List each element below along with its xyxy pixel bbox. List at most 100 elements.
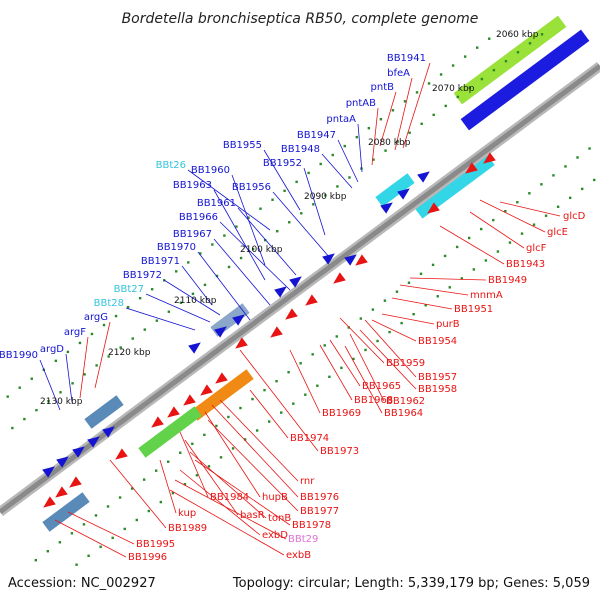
tick-dot	[496, 250, 500, 253]
tick-dot	[396, 140, 399, 143]
leader-line	[194, 459, 291, 526]
tick-dot	[304, 393, 307, 396]
forward-gene-arrow	[417, 171, 430, 183]
gene-label: exbB	[286, 550, 311, 561]
reverse-gene-arrow	[333, 272, 346, 284]
gene-label: BB1958	[418, 384, 457, 395]
gene-label: BB1948	[281, 144, 320, 155]
tick-dot	[235, 225, 238, 228]
tick-dot	[219, 456, 223, 459]
leader-line	[337, 139, 359, 183]
forward-gene-arrow	[42, 466, 55, 478]
leader-line	[207, 419, 299, 512]
tick-dot	[564, 165, 567, 168]
accession-text: Accession: NC_002927	[8, 576, 156, 591]
tick-dot	[203, 433, 206, 437]
gene-label: BB1967	[173, 229, 212, 240]
kbp-label: 2090 kbp	[304, 192, 347, 202]
gene-label: BB1960	[191, 165, 230, 176]
misc-band	[42, 492, 90, 532]
leader-line	[65, 353, 73, 403]
gene-label: BB1996	[128, 552, 167, 563]
green-band	[138, 406, 202, 458]
tick-dot	[23, 417, 26, 421]
leader-line	[163, 279, 221, 316]
tick-dot	[508, 241, 512, 244]
leader-line	[219, 221, 291, 291]
kbp-label: 2120 kbp	[108, 348, 151, 358]
tick-dot	[319, 162, 322, 166]
leader-line	[409, 277, 487, 281]
tick-dot	[179, 301, 183, 304]
map-title: Bordetella bronchiseptica RB50, complete…	[122, 11, 479, 27]
leader-line	[213, 238, 271, 306]
forward-gene-arrow	[344, 254, 357, 266]
reverse-gene-arrow	[427, 202, 440, 214]
tick-dot	[540, 183, 543, 186]
tick-dot	[167, 460, 170, 463]
leader-line	[181, 265, 213, 306]
gene-label: bfeA	[387, 68, 410, 79]
tick-dot	[30, 377, 33, 380]
gene-label: BB1963	[173, 180, 212, 191]
tick-dot	[199, 252, 202, 255]
leader-line	[197, 251, 251, 321]
tick-dot	[126, 305, 130, 309]
tick-dot	[179, 451, 182, 454]
forward-gene-arrow	[72, 446, 85, 458]
reverse-gene-arrow	[285, 308, 298, 320]
forward-gene-arrow	[188, 342, 201, 354]
tick-dot	[106, 505, 110, 508]
tick-dot	[388, 330, 391, 334]
leader-line	[174, 479, 287, 540]
tick-dot	[348, 176, 351, 179]
tick-dot	[307, 171, 310, 175]
tick-dot	[259, 207, 262, 210]
tick-dot	[408, 131, 411, 134]
tick-dot	[11, 426, 14, 430]
tick-dot	[119, 346, 122, 349]
leader-line	[237, 207, 297, 276]
leader-line	[303, 167, 326, 236]
tick-dot	[203, 283, 207, 287]
tick-dot	[316, 384, 319, 387]
reverse-gene-arrow	[235, 337, 248, 349]
trna-band	[375, 173, 415, 207]
tick-dot	[576, 156, 579, 159]
kbp-label: 2060 kbp	[496, 30, 539, 40]
tick-dot	[540, 33, 544, 36]
reverse-gene-arrow	[270, 326, 283, 338]
leader-line	[263, 149, 301, 211]
tick-dot	[211, 243, 214, 246]
forward-gene-arrow	[289, 276, 302, 288]
gene-label: glcF	[526, 243, 547, 254]
tick-dot	[367, 126, 371, 130]
tick-dot	[544, 214, 548, 217]
tick-dot	[528, 42, 532, 45]
forward-gene-arrow	[274, 286, 287, 298]
gene-label: BB1954	[418, 336, 457, 347]
tick-dot	[412, 312, 415, 316]
leader-line	[145, 293, 211, 323]
gene-label: pntAB	[346, 98, 376, 109]
tick-dot	[267, 420, 271, 423]
gene-label: BB1995	[136, 539, 175, 550]
reverse-gene-arrow	[69, 476, 82, 488]
tick-dot	[403, 100, 407, 103]
tick-dot	[251, 247, 255, 251]
forward-gene-arrow	[87, 436, 100, 448]
tick-dot	[154, 469, 158, 472]
tick-dot	[66, 350, 70, 354]
gene-label: BB1977	[300, 506, 339, 517]
tick-dot	[59, 391, 62, 394]
tick-dot	[54, 359, 58, 363]
kbp-label: 2070 kbp	[432, 84, 475, 94]
genome-backbone-core	[0, 63, 600, 515]
tick-dot	[588, 147, 591, 150]
gene-label: BB1968	[354, 395, 393, 406]
tick-dot	[95, 364, 98, 367]
tick-dot	[171, 491, 175, 495]
tick-dot	[292, 402, 295, 405]
gene-label: kup	[178, 508, 196, 519]
